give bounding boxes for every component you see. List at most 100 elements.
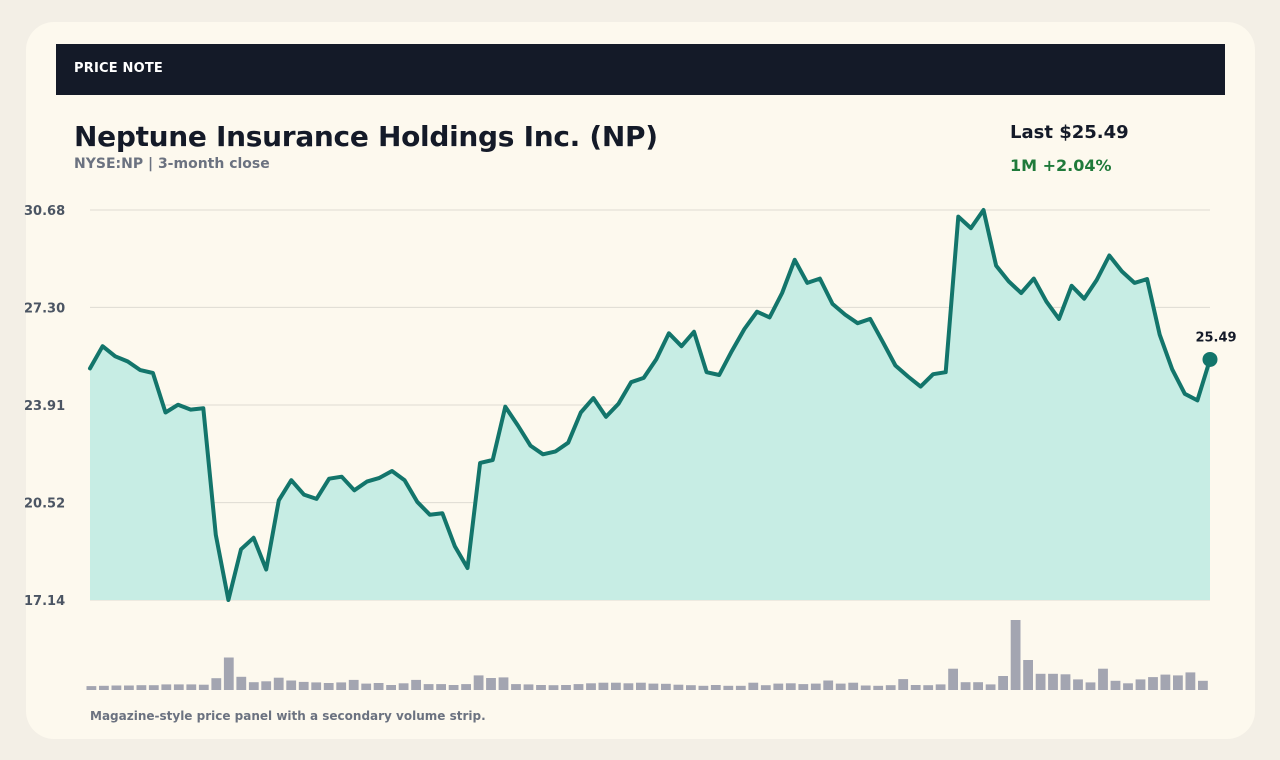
volume-bar <box>1198 680 1208 690</box>
volume-bar <box>1123 683 1133 690</box>
volume-bar <box>1085 682 1096 690</box>
volume-bar <box>848 682 859 690</box>
volume-bar <box>423 684 434 690</box>
volume-bar <box>1023 660 1033 690</box>
volume-bar <box>223 657 234 690</box>
volume-bar <box>935 684 946 690</box>
volume-bar <box>573 684 584 690</box>
volume-bar <box>148 685 159 690</box>
volume-bar <box>311 682 322 690</box>
volume-bar <box>748 682 759 690</box>
volume-bar <box>835 683 846 690</box>
volume-bar <box>1173 675 1183 690</box>
volume-bar <box>735 685 746 690</box>
volume-bar <box>723 685 734 690</box>
volume-bar <box>173 684 184 690</box>
volume-bar <box>873 685 884 690</box>
price-line <box>88 208 1212 602</box>
volume-bar <box>698 685 709 690</box>
volume-bar <box>473 675 484 690</box>
volume-bar <box>461 684 471 690</box>
volume-bar <box>411 679 421 690</box>
volume-bar <box>948 668 958 690</box>
last-price-dot <box>1202 351 1218 367</box>
page-title: Neptune Insurance Holdings Inc. (NP) <box>74 120 658 153</box>
volume-bar <box>198 684 209 690</box>
y-axis: 30.68 27.30 23.91 20.52 17.14 <box>24 204 65 609</box>
volume-bar <box>286 680 297 690</box>
volume-bar <box>785 683 796 690</box>
volume-bar <box>298 681 309 690</box>
volume-bar <box>1098 668 1108 690</box>
volume-bar <box>661 683 671 690</box>
volume-bar <box>261 681 272 690</box>
volume-bar <box>386 685 396 690</box>
volume-bar <box>860 685 871 690</box>
volume-bar <box>486 678 496 690</box>
volume-bar <box>1035 673 1046 690</box>
volume-bar <box>898 679 909 690</box>
last-price: Last $25.49 <box>1010 122 1129 143</box>
volume-bar <box>686 685 696 690</box>
volume-bar <box>823 680 834 690</box>
footnote: Magazine-style price panel with a second… <box>90 709 486 723</box>
volume-bar <box>348 679 359 690</box>
y-tick-label: 27.30 <box>24 301 65 316</box>
volume-bar <box>923 685 934 690</box>
volume-bar <box>323 683 334 690</box>
volume-bar <box>960 682 971 690</box>
volume-bar <box>186 684 197 690</box>
volume-bar <box>211 678 222 690</box>
volume-bar <box>1048 673 1058 690</box>
y-tick-label: 20.52 <box>24 497 65 512</box>
volume-bar <box>124 685 134 690</box>
volume-bar <box>973 682 983 690</box>
volume-bar <box>86 686 97 690</box>
volume-bar <box>798 684 809 690</box>
y-tick-label: 17.14 <box>24 594 65 609</box>
header-bar: PRICE NOTE <box>56 44 1225 95</box>
volume-strip <box>86 620 1208 690</box>
volume-bar <box>648 683 659 690</box>
volume-bar <box>511 684 521 690</box>
volume-bar <box>99 685 109 690</box>
volume-bar <box>373 683 384 690</box>
volume-bar <box>586 683 596 690</box>
volume-bar <box>161 684 172 690</box>
change-badge: 1M +2.04% <box>1010 156 1112 175</box>
volume-bar <box>910 685 921 690</box>
volume-bar <box>1060 674 1071 690</box>
volume-bar <box>248 682 259 690</box>
volume-bar <box>536 685 546 690</box>
volume-bar <box>998 676 1008 690</box>
volume-bar <box>1160 674 1171 690</box>
volume-bar <box>773 683 784 690</box>
volume-bar <box>548 685 559 690</box>
volume-bar <box>111 685 122 690</box>
volume-bar <box>1110 680 1121 690</box>
volume-bar <box>810 683 821 690</box>
y-tick-label: 30.68 <box>24 204 65 219</box>
volume-bar <box>561 685 571 690</box>
y-tick-label: 23.91 <box>24 399 65 414</box>
volume-bar <box>398 683 409 690</box>
volume-bar <box>611 682 621 690</box>
volume-bar <box>1010 620 1021 690</box>
last-price-label: 25.49 <box>1195 330 1236 345</box>
volume-bar <box>598 682 609 690</box>
volume-bar <box>885 685 896 690</box>
volume-bar <box>361 683 372 690</box>
volume-bar <box>273 677 284 690</box>
volume-bar <box>623 683 634 690</box>
volume-bar <box>985 684 996 690</box>
volume-bar <box>1185 672 1196 690</box>
volume-bar <box>1135 679 1146 690</box>
volume-bar <box>498 677 509 690</box>
volume-bar <box>760 685 771 690</box>
page-subtitle: NYSE:NP | 3-month close <box>74 156 270 172</box>
volume-bar <box>1148 677 1158 690</box>
header-label: PRICE NOTE <box>74 61 164 76</box>
volume-bar <box>673 684 684 690</box>
volume-bar <box>1073 679 1083 690</box>
